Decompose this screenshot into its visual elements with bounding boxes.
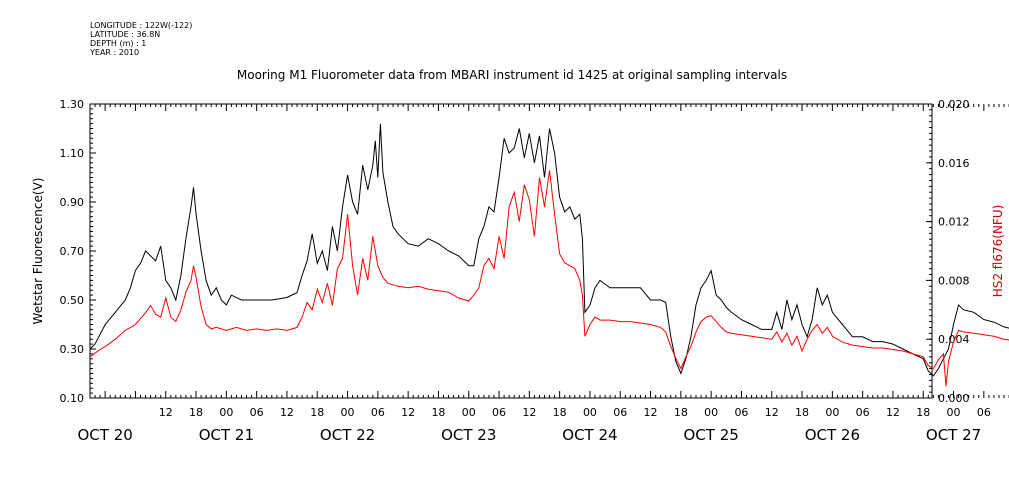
- axis-ticks: 0.10 0.30 0.50 0.70 0.90 1.10 1.30 0.000 0.004 0.…: [60, 98, 1009, 444]
- x-hour-label: 18: [674, 406, 688, 419]
- x-day-label: OCT 24: [562, 426, 617, 444]
- y-axis-left-label: Wetstar Fluorescence(V): [31, 178, 45, 325]
- y-left-tick-label: 0.10: [60, 392, 85, 405]
- x-hour-label: 00: [219, 406, 233, 419]
- x-day-label: OCT 22: [320, 426, 375, 444]
- x-hour-label: 06: [856, 406, 870, 419]
- y-right-tick-label: 0.004: [938, 333, 970, 346]
- x-hour-label: 06: [734, 406, 748, 419]
- x-hour-label: 06: [492, 406, 506, 419]
- y-right-tick-label: 0.000: [938, 392, 970, 405]
- x-hour-label: 06: [613, 406, 627, 419]
- x-hour-label: 12: [280, 406, 294, 419]
- mooring-metadata: LONGITUDE : 122W(-122) LATITUDE : 36.8N …: [89, 21, 192, 57]
- longitude-label: LONGITUDE : 122W(-122): [90, 21, 192, 30]
- x-hour-label: 06: [977, 406, 991, 419]
- chart-title: Mooring M1 Fluorometer data from MBARI i…: [237, 68, 787, 82]
- x-hour-label: 12: [886, 406, 900, 419]
- x-hour-label: 00: [462, 406, 476, 419]
- x-hour-label: 12: [522, 406, 536, 419]
- x-hour-label: 00: [947, 406, 961, 419]
- series-line-wetstar: [89, 123, 1009, 377]
- x-hour-label: 12: [401, 406, 415, 419]
- x-hour-label: 18: [431, 406, 445, 419]
- y-left-tick-label: 0.70: [60, 245, 85, 258]
- y-left-tick-label: 1.10: [60, 147, 85, 160]
- x-day-label: OCT 26: [805, 426, 860, 444]
- x-hour-label: 00: [704, 406, 718, 419]
- x-hour-label: 18: [310, 406, 324, 419]
- x-hour-label: 12: [765, 406, 779, 419]
- series-line-hs2: [89, 170, 1009, 387]
- x-hour-label: 06: [371, 406, 385, 419]
- x-hour-label: 18: [189, 406, 203, 419]
- latitude-label: LATITUDE : 36.8N: [90, 30, 160, 39]
- x-day-label: OCT 20: [77, 426, 132, 444]
- y-left-tick-label: 0.90: [60, 196, 85, 209]
- y-left-tick-label: 0.50: [60, 294, 85, 307]
- y-right-tick-label: 0.016: [938, 157, 970, 170]
- year-label: YEAR : 2010: [89, 48, 139, 57]
- plot-frame: [89, 103, 933, 399]
- x-hour-label: 06: [250, 406, 264, 419]
- x-day-label: OCT 23: [441, 426, 496, 444]
- x-hour-label: 18: [795, 406, 809, 419]
- x-hour-label: 18: [916, 406, 930, 419]
- y-axis-right-label: HS2 fl676(NFU): [991, 205, 1005, 298]
- x-day-label: OCT 27: [926, 426, 981, 444]
- x-day-label: OCT 21: [199, 426, 254, 444]
- y-left-tick-label: 1.30: [60, 98, 85, 111]
- depth-label: DEPTH (m) : 1: [90, 39, 146, 48]
- x-hour-label: 00: [825, 406, 839, 419]
- x-day-label: OCT 25: [683, 426, 738, 444]
- y-right-tick-label: 0.008: [938, 274, 970, 287]
- y-right-tick-label: 0.012: [938, 216, 970, 229]
- x-hour-label: 12: [159, 406, 173, 419]
- x-hour-label: 12: [644, 406, 658, 419]
- data-series: [89, 123, 1009, 387]
- x-hour-label: 00: [341, 406, 355, 419]
- x-hour-label: 00: [583, 406, 597, 419]
- y-left-tick-label: 0.30: [60, 343, 85, 356]
- x-hour-label: 18: [553, 406, 567, 419]
